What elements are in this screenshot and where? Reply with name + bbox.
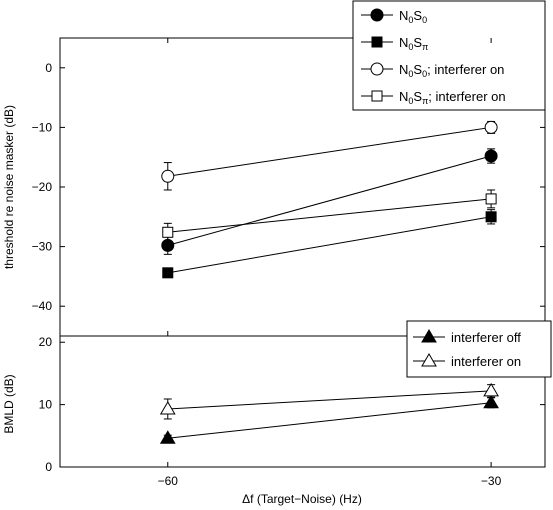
top-legend-marker bbox=[370, 8, 384, 22]
top-data-point bbox=[484, 120, 498, 134]
top-y-ticks: 0 −10 −20 −30 −40 bbox=[32, 61, 545, 313]
top-series-line bbox=[167, 155, 492, 246]
bottom-data-point bbox=[483, 382, 499, 397]
top-y-tick-label: −20 bbox=[32, 180, 53, 194]
top-legend-label: N0S0; interferer on bbox=[399, 62, 504, 79]
bottom-y-tick-label: 0 bbox=[45, 460, 52, 474]
bottom-legend-entry: interferer on bbox=[413, 353, 521, 369]
top-series-3 bbox=[162, 189, 497, 242]
top-data-point bbox=[162, 267, 174, 279]
bottom-legend-marker bbox=[421, 329, 437, 343]
top-legend-entry: N0S0; interferer on bbox=[361, 62, 504, 79]
bottom-legend-label: interferer off bbox=[451, 330, 521, 345]
top-data-point bbox=[161, 169, 175, 183]
x-ticks: −60 −30 bbox=[158, 38, 502, 488]
bottom-legend: interferer off interferer on bbox=[406, 320, 552, 378]
bottom-y-tick-label: 20 bbox=[39, 335, 53, 349]
bottom-data-point bbox=[483, 394, 499, 409]
bottom-series-group bbox=[159, 382, 499, 444]
top-series-1 bbox=[162, 209, 497, 279]
top-y-tick-label: −10 bbox=[32, 120, 53, 134]
bottom-y-ticks: 0 10 20 bbox=[39, 335, 545, 474]
top-legend-label: N0S0 bbox=[399, 8, 427, 25]
bottom-series-1 bbox=[159, 382, 499, 420]
top-series-0 bbox=[161, 148, 498, 255]
bottom-panel: 0 10 20 −60 −30 BMLD (dB) Δf (Target−Noise)… bbox=[2, 38, 552, 506]
bottom-data-point bbox=[159, 400, 176, 415]
top-series-line bbox=[167, 126, 492, 177]
top-legend-entry: N0Sπ bbox=[361, 35, 428, 52]
top-legend-entry: N0Sπ; interferer on bbox=[361, 89, 506, 106]
top-legend: N0S0 N0Sπ N0S0; interferer on N0Sπ; interfe… bbox=[352, 0, 546, 111]
top-legend-entry: N0S0 bbox=[361, 8, 427, 25]
top-legend-label: N0Sπ; interferer on bbox=[399, 89, 506, 106]
x-tick-label: −30 bbox=[481, 474, 502, 488]
bottom-legend-label: interferer on bbox=[451, 354, 521, 369]
bottom-series-line bbox=[167, 390, 492, 410]
top-y-axis-label: threshold re noise masker (dB) bbox=[2, 105, 16, 269]
top-y-tick-label: 0 bbox=[45, 61, 52, 75]
top-series-2 bbox=[161, 120, 498, 191]
top-series-line bbox=[167, 198, 492, 233]
bottom-legend-entry: interferer off bbox=[413, 329, 521, 345]
top-panel: 0 −10 −20 −30 −40 threshold re noise masker … bbox=[2, 0, 546, 337]
top-legend-box bbox=[352, 0, 546, 111]
top-series-group bbox=[161, 120, 498, 279]
top-data-point bbox=[485, 193, 497, 205]
top-legend-marker bbox=[371, 90, 383, 102]
bottom-legend-marker bbox=[421, 353, 437, 367]
bottom-y-axis-label: BMLD (dB) bbox=[2, 374, 16, 433]
x-axis-label: Δf (Target−Noise) (Hz) bbox=[242, 492, 362, 506]
top-y-tick-label: −40 bbox=[32, 299, 53, 313]
top-data-point bbox=[162, 226, 174, 238]
bottom-series-line bbox=[167, 402, 492, 439]
top-legend-label: N0Sπ bbox=[399, 35, 428, 52]
top-series-line bbox=[167, 216, 492, 274]
bottom-data-point bbox=[159, 430, 176, 444]
bottom-y-tick-label: 10 bbox=[39, 398, 53, 412]
top-legend-marker bbox=[371, 36, 383, 48]
top-data-point bbox=[485, 211, 497, 223]
bottom-legend-box bbox=[406, 320, 552, 378]
top-y-tick-label: −30 bbox=[32, 240, 53, 254]
bottom-plot-frame bbox=[59, 335, 546, 468]
bottom-series-0 bbox=[159, 394, 499, 444]
top-legend-marker bbox=[370, 62, 384, 76]
x-tick-label: −60 bbox=[158, 474, 179, 488]
top-data-point bbox=[484, 149, 498, 163]
